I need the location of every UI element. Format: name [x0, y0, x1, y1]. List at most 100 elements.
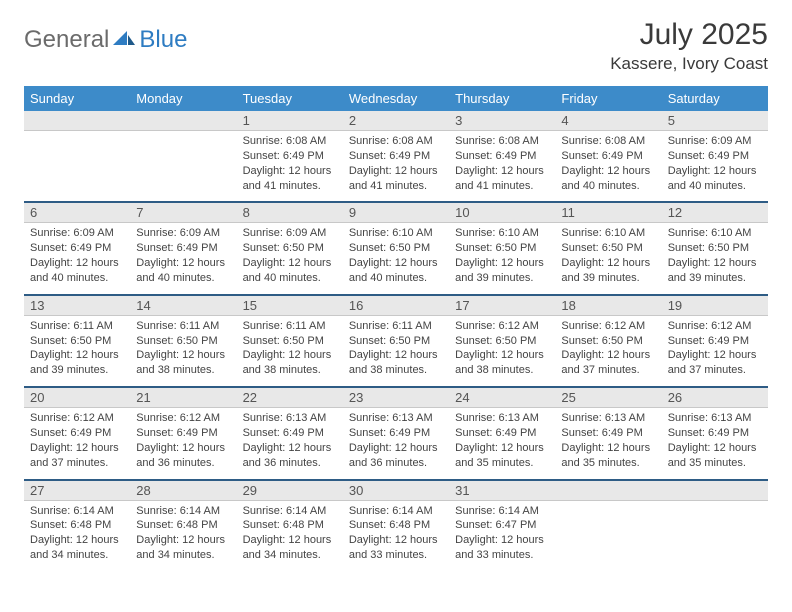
detail-cell [130, 131, 236, 203]
sunrise-text: Sunrise: 6:13 AM [668, 411, 762, 426]
detail-cell: Sunrise: 6:14 AMSunset: 6:48 PMDaylight:… [237, 500, 343, 571]
sunrise-text: Sunrise: 6:11 AM [30, 319, 124, 334]
sunset-text: Sunset: 6:49 PM [561, 426, 655, 441]
detail-cell: Sunrise: 6:10 AMSunset: 6:50 PMDaylight:… [343, 223, 449, 295]
detail-cell: Sunrise: 6:12 AMSunset: 6:49 PMDaylight:… [662, 315, 768, 387]
detail-cell: Sunrise: 6:11 AMSunset: 6:50 PMDaylight:… [343, 315, 449, 387]
sunset-text: Sunset: 6:50 PM [30, 334, 124, 349]
date-cell: 13 [24, 295, 130, 316]
brand-logo: General Blue [24, 18, 187, 54]
date-cell: 30 [343, 480, 449, 501]
date-cell: 18 [555, 295, 661, 316]
location-subtitle: Kassere, Ivory Coast [610, 54, 768, 74]
date-row: 6789101112 [24, 202, 768, 223]
sunrise-text: Sunrise: 6:14 AM [455, 504, 549, 519]
sunrise-text: Sunrise: 6:11 AM [136, 319, 230, 334]
sunrise-text: Sunrise: 6:08 AM [349, 134, 443, 149]
detail-cell: Sunrise: 6:08 AMSunset: 6:49 PMDaylight:… [343, 131, 449, 203]
date-cell: 7 [130, 202, 236, 223]
daylight-text: Daylight: 12 hours and 33 minutes. [455, 533, 549, 563]
detail-cell: Sunrise: 6:10 AMSunset: 6:50 PMDaylight:… [662, 223, 768, 295]
sunrise-text: Sunrise: 6:13 AM [455, 411, 549, 426]
sunset-text: Sunset: 6:50 PM [455, 334, 549, 349]
sunset-text: Sunset: 6:50 PM [136, 334, 230, 349]
daylight-text: Daylight: 12 hours and 38 minutes. [243, 348, 337, 378]
sunset-text: Sunset: 6:49 PM [455, 426, 549, 441]
date-row: 13141516171819 [24, 295, 768, 316]
daylight-text: Daylight: 12 hours and 37 minutes. [668, 348, 762, 378]
detail-cell: Sunrise: 6:14 AMSunset: 6:47 PMDaylight:… [449, 500, 555, 571]
date-cell [130, 111, 236, 131]
detail-cell: Sunrise: 6:12 AMSunset: 6:49 PMDaylight:… [130, 408, 236, 480]
date-cell: 1 [237, 111, 343, 131]
date-cell: 10 [449, 202, 555, 223]
daylight-text: Daylight: 12 hours and 35 minutes. [668, 441, 762, 471]
page-header: General Blue July 2025 Kassere, Ivory Co… [24, 18, 768, 74]
detail-cell: Sunrise: 6:08 AMSunset: 6:49 PMDaylight:… [555, 131, 661, 203]
date-cell: 19 [662, 295, 768, 316]
date-cell: 8 [237, 202, 343, 223]
sunset-text: Sunset: 6:49 PM [349, 426, 443, 441]
detail-cell: Sunrise: 6:14 AMSunset: 6:48 PMDaylight:… [130, 500, 236, 571]
detail-cell: Sunrise: 6:12 AMSunset: 6:50 PMDaylight:… [449, 315, 555, 387]
detail-cell: Sunrise: 6:08 AMSunset: 6:49 PMDaylight:… [237, 131, 343, 203]
date-row: 20212223242526 [24, 387, 768, 408]
sunset-text: Sunset: 6:47 PM [455, 518, 549, 533]
sunset-text: Sunset: 6:49 PM [243, 149, 337, 164]
sunrise-text: Sunrise: 6:11 AM [243, 319, 337, 334]
detail-cell: Sunrise: 6:09 AMSunset: 6:50 PMDaylight:… [237, 223, 343, 295]
daylight-text: Daylight: 12 hours and 37 minutes. [30, 441, 124, 471]
date-cell [555, 480, 661, 501]
sunrise-text: Sunrise: 6:10 AM [561, 226, 655, 241]
detail-cell: Sunrise: 6:10 AMSunset: 6:50 PMDaylight:… [449, 223, 555, 295]
date-cell: 31 [449, 480, 555, 501]
date-cell: 26 [662, 387, 768, 408]
logo-text-a: General [24, 26, 109, 54]
sunset-text: Sunset: 6:48 PM [30, 518, 124, 533]
daylight-text: Daylight: 12 hours and 39 minutes. [455, 256, 549, 286]
sunset-text: Sunset: 6:50 PM [561, 334, 655, 349]
sunrise-text: Sunrise: 6:09 AM [243, 226, 337, 241]
sunset-text: Sunset: 6:50 PM [561, 241, 655, 256]
daylight-text: Daylight: 12 hours and 40 minutes. [561, 164, 655, 194]
detail-row: Sunrise: 6:09 AMSunset: 6:49 PMDaylight:… [24, 223, 768, 295]
date-cell: 5 [662, 111, 768, 131]
sunrise-text: Sunrise: 6:09 AM [668, 134, 762, 149]
sunrise-text: Sunrise: 6:12 AM [668, 319, 762, 334]
title-block: July 2025 Kassere, Ivory Coast [610, 18, 768, 74]
sunrise-text: Sunrise: 6:09 AM [136, 226, 230, 241]
daylight-text: Daylight: 12 hours and 33 minutes. [349, 533, 443, 563]
daylight-text: Daylight: 12 hours and 38 minutes. [136, 348, 230, 378]
sunrise-text: Sunrise: 6:13 AM [349, 411, 443, 426]
detail-cell: Sunrise: 6:09 AMSunset: 6:49 PMDaylight:… [130, 223, 236, 295]
detail-cell [662, 500, 768, 571]
daylight-text: Daylight: 12 hours and 34 minutes. [243, 533, 337, 563]
daylight-text: Daylight: 12 hours and 41 minutes. [349, 164, 443, 194]
date-cell: 4 [555, 111, 661, 131]
date-cell: 23 [343, 387, 449, 408]
detail-cell [555, 500, 661, 571]
logo-text-b: Blue [139, 26, 187, 54]
date-cell: 12 [662, 202, 768, 223]
detail-cell: Sunrise: 6:11 AMSunset: 6:50 PMDaylight:… [130, 315, 236, 387]
sail-icon [113, 31, 135, 49]
sunset-text: Sunset: 6:49 PM [561, 149, 655, 164]
date-cell: 20 [24, 387, 130, 408]
sunrise-text: Sunrise: 6:08 AM [455, 134, 549, 149]
sunrise-text: Sunrise: 6:12 AM [136, 411, 230, 426]
daylight-text: Daylight: 12 hours and 40 minutes. [668, 164, 762, 194]
daylight-text: Daylight: 12 hours and 40 minutes. [30, 256, 124, 286]
detail-cell: Sunrise: 6:09 AMSunset: 6:49 PMDaylight:… [24, 223, 130, 295]
sunrise-text: Sunrise: 6:12 AM [561, 319, 655, 334]
detail-cell: Sunrise: 6:14 AMSunset: 6:48 PMDaylight:… [343, 500, 449, 571]
sunset-text: Sunset: 6:50 PM [455, 241, 549, 256]
daylight-text: Daylight: 12 hours and 34 minutes. [136, 533, 230, 563]
daylight-text: Daylight: 12 hours and 41 minutes. [455, 164, 549, 194]
daylight-text: Daylight: 12 hours and 36 minutes. [243, 441, 337, 471]
daylight-text: Daylight: 12 hours and 39 minutes. [561, 256, 655, 286]
sunset-text: Sunset: 6:49 PM [136, 426, 230, 441]
daylight-text: Daylight: 12 hours and 39 minutes. [668, 256, 762, 286]
date-cell: 17 [449, 295, 555, 316]
detail-cell: Sunrise: 6:08 AMSunset: 6:49 PMDaylight:… [449, 131, 555, 203]
date-cell: 29 [237, 480, 343, 501]
